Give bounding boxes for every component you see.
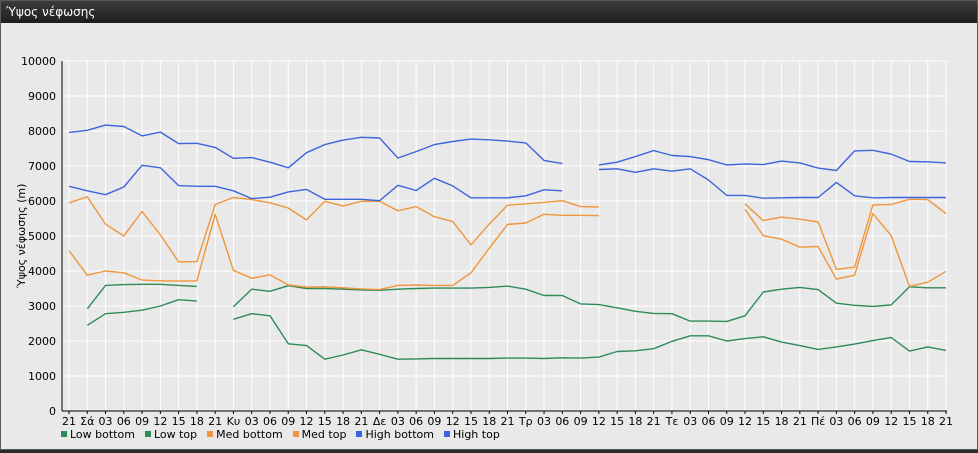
legend-item: Med bottom [207,428,283,441]
x-tick-label: 15 [610,415,624,428]
x-tick-label: 15 [172,415,186,428]
plot-area: 0 1000 2000 3000 4000 5000 6000 7000 8000 9000 100… [1,23,977,449]
x-tick-label: 09 [720,415,734,428]
chart-legend: Low bottom Low top Med bottom Med top High b… [61,427,510,441]
y-tick-label: 9000 [28,90,56,103]
legend-swatch [144,431,151,437]
x-tick-label: 21 [208,415,222,428]
x-tick-label: 15 [902,415,916,428]
y-tick-label: 2000 [28,335,56,348]
x-tick-label: 21 [793,415,807,428]
series-line-med-bottom [744,209,947,288]
x-tick-label: 12 [300,415,314,428]
legend-item: Low bottom [61,428,135,441]
legend-label: Low top [153,427,198,441]
series-line-med-top [744,198,947,271]
y-tick-label: 7000 [28,160,56,173]
legend-label: High bottom [365,427,434,441]
series-line-low-bottom [86,299,197,326]
y-tick-label: 6000 [28,195,56,208]
x-tick-label: 15 [464,415,478,428]
x-tick-label: 03 [829,415,843,428]
x-tick-label: Δε [373,415,387,428]
y-tick-label: 5000 [28,230,56,243]
legend-item: Low top [144,427,198,441]
x-tick-label: 18 [482,415,496,428]
legend-swatch [356,431,363,437]
legend-label: Med top [301,427,347,441]
x-tick-label: 18 [336,415,350,428]
x-tick-label: 06 [848,415,862,428]
x-tick-label: 03 [245,415,259,428]
x-tick-label: 06 [263,415,277,428]
x-tick-label: 06 [701,415,715,428]
x-tick-label: 06 [117,415,131,428]
legend-swatch [292,431,299,437]
legend-swatch [61,431,67,437]
series-line-low-bottom [233,313,947,360]
legend-swatch [207,431,214,437]
x-tick-label: 06 [555,415,569,428]
legend-swatch [444,431,450,437]
series-line-med-bottom [68,213,599,291]
legend-item: Med top [292,427,347,441]
x-tick-label: 12 [738,415,752,428]
x-tick-label: 12 [446,415,460,428]
x-tick-label: Τρ [518,415,533,428]
legend-label: Med bottom [216,427,283,441]
x-tick-label: 21 [939,415,953,428]
series-line-high-bottom [68,164,563,202]
x-tick-label: 03 [537,415,551,428]
x-tick-label: 21 [647,415,661,428]
x-tick-label: 18 [190,415,204,428]
y-tick-label: 3000 [28,300,56,313]
x-tick-label: 09 [281,415,295,428]
x-tick-label: 15 [318,415,332,428]
y-tick-label: 0 [49,405,56,418]
legend-label: Low bottom [70,427,135,441]
y-tick-label: 8000 [28,125,56,138]
x-tick-label: Τε [665,415,679,428]
x-tick-label: 03 [99,415,113,428]
x-tick-label: Πέ [811,415,825,428]
x-tick-label: 12 [153,415,167,428]
x-tick-label: 09 [135,415,149,428]
x-tick-label: 03 [683,415,697,428]
y-axis-label: Ύψος νέφωσης (m) [15,184,28,290]
x-tick-label: 18 [628,415,642,428]
series-line-low-top [86,283,197,310]
x-tick-label: 18 [775,415,789,428]
series-line-low-top [232,285,946,323]
legend-label: High top [453,427,500,441]
y-tick-label: 10000 [21,55,56,68]
series-line-med-top [68,196,599,263]
x-tick-label: 21 [62,415,76,428]
series-line-high-bottom [598,168,946,199]
legend-item: High bottom [356,428,434,441]
x-tick-label: 12 [884,415,898,428]
y-tick-label: 4000 [28,265,56,278]
x-tick-label: 03 [391,415,405,428]
window-title: Ύψος νέφωσης [1,1,977,23]
series-line-high-top [598,149,947,172]
x-tick-label: 21 [501,415,515,428]
x-tick-label: Κυ [227,415,241,428]
x-tick-label: Σά [80,415,94,428]
x-tick-label: 21 [354,415,368,428]
x-tick-label: 18 [921,415,935,428]
x-tick-label: 09 [866,415,880,428]
x-tick-label: 06 [409,415,423,428]
x-tick-label: 12 [592,415,606,428]
cloud-height-chart: 0 1000 2000 3000 4000 5000 6000 7000 8000 9000 100… [15,55,953,428]
x-tick-label: 15 [756,415,770,428]
legend-item: High top [444,428,500,441]
series-line-high-top [68,124,563,169]
y-tick-label: 1000 [28,370,56,383]
x-tick-label: 09 [574,415,588,428]
x-tick-label: 09 [427,415,441,428]
